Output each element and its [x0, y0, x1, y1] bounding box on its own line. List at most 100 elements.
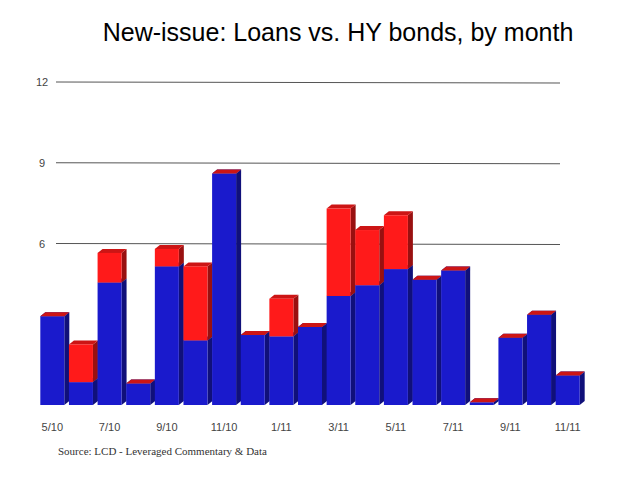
- bar: [126, 383, 150, 384]
- bar: [183, 340, 207, 405]
- bar: [498, 338, 522, 405]
- bar-top: [470, 398, 499, 402]
- bar: [241, 335, 265, 405]
- bar-side: [150, 379, 155, 405]
- bar-top: [413, 276, 442, 280]
- bar-top: [470, 398, 499, 402]
- bar-top: [298, 323, 327, 327]
- bar-side: [179, 262, 184, 405]
- bar-top: [69, 340, 98, 344]
- bar-side: [322, 323, 327, 405]
- bar: [241, 335, 265, 336]
- bar: [556, 375, 580, 376]
- bar-top: [126, 379, 155, 383]
- bar-top: [355, 226, 384, 230]
- bar: [498, 337, 522, 338]
- bar: [40, 316, 64, 405]
- bars: [40, 170, 584, 405]
- bar: [413, 280, 437, 405]
- x-tick-label: 11/11: [555, 421, 581, 433]
- bar-top: [498, 334, 527, 338]
- bar: [384, 215, 408, 269]
- bar-top: [298, 323, 327, 327]
- bar: [327, 296, 351, 405]
- bar-side: [408, 211, 413, 269]
- bar-top: [212, 170, 241, 174]
- bar: [269, 336, 293, 405]
- bar-top: [441, 266, 470, 270]
- bar-top: [527, 311, 556, 315]
- bar-side: [93, 378, 98, 405]
- bar: [327, 209, 351, 296]
- x-tick-label: 9/11: [500, 421, 521, 433]
- source: Source: LCD - Leveraged Commentary & Dat…: [58, 445, 267, 457]
- bar-top: [40, 312, 69, 316]
- bar: [40, 316, 64, 317]
- bar-top: [498, 334, 527, 338]
- bar-side: [351, 205, 356, 296]
- bar-side: [379, 226, 384, 285]
- bar: [98, 253, 122, 283]
- bar: [355, 285, 379, 405]
- bar-side: [265, 331, 270, 405]
- bar: [556, 375, 580, 405]
- bar: [269, 299, 293, 337]
- bar-top: [384, 211, 413, 215]
- x-tick-label: 5/10: [42, 421, 63, 433]
- bar: [98, 283, 122, 405]
- bar-side: [437, 276, 442, 405]
- bar-side: [207, 262, 212, 340]
- bar-side: [351, 292, 356, 405]
- bar-side: [293, 332, 298, 405]
- bar-side: [93, 340, 98, 382]
- bar-side: [236, 170, 241, 405]
- bar: [155, 266, 179, 405]
- bar: [527, 314, 551, 315]
- x-tick-label: 11/10: [211, 421, 238, 433]
- bar: [183, 266, 207, 340]
- bar: [470, 402, 494, 405]
- bar-top: [212, 170, 241, 174]
- bar-side: [580, 371, 585, 405]
- x-tick-label: 9/10: [156, 421, 177, 433]
- grid-line: [56, 163, 560, 164]
- x-tick-label: 1/11: [271, 421, 292, 433]
- bar-side: [122, 279, 127, 405]
- grid-line: [56, 244, 560, 245]
- bar: [155, 249, 179, 266]
- bar-side: [465, 266, 470, 405]
- chart: New-issue: Loans vs. HY bonds, by month6…: [0, 0, 640, 480]
- bar: [470, 402, 494, 403]
- bar-side: [293, 295, 298, 337]
- bar-top: [556, 371, 585, 375]
- bar-side: [379, 281, 384, 405]
- bar: [298, 326, 322, 327]
- bar: [69, 344, 93, 382]
- bar: [441, 270, 465, 271]
- bar-top: [441, 266, 470, 270]
- bar-top: [241, 331, 270, 335]
- x-tick-label: 7/11: [443, 421, 464, 433]
- bar: [355, 230, 379, 285]
- bar: [69, 382, 93, 405]
- y-tick-label: 6: [39, 238, 45, 250]
- bar-side: [408, 265, 413, 405]
- bar: [384, 269, 408, 405]
- x-tick-label: 7/10: [99, 421, 120, 433]
- bar: [212, 174, 236, 405]
- bar-side: [64, 312, 69, 405]
- bar-top: [413, 276, 442, 280]
- y-tick-label: 12: [36, 76, 48, 88]
- y-tick-label: 9: [39, 157, 45, 169]
- bar: [441, 270, 465, 405]
- bar: [126, 383, 150, 405]
- bar: [212, 173, 236, 174]
- bar-top: [241, 331, 270, 335]
- bar: [527, 315, 551, 405]
- bar-top: [98, 249, 127, 253]
- bar-side: [522, 334, 527, 405]
- grid-line: [56, 82, 560, 83]
- x-tick-label: 3/11: [328, 421, 349, 433]
- bar: [413, 279, 437, 280]
- bar-top: [126, 379, 155, 383]
